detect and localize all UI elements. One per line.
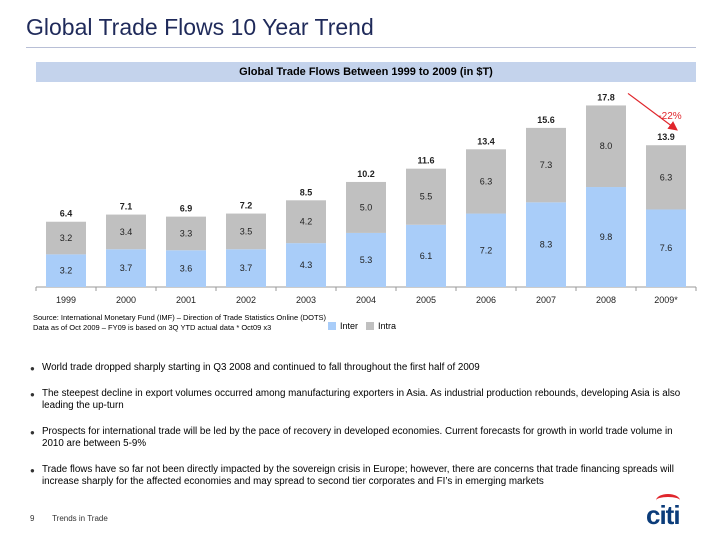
slide-title: Global Trade Flows 10 Year Trend — [26, 14, 374, 40]
data-label-inter: 7.6 — [660, 243, 673, 253]
bar-inter — [286, 243, 326, 287]
bar-inter — [466, 213, 506, 287]
footer: 9 Trends in Trade — [30, 514, 108, 523]
x-tick-label: 2007 — [536, 295, 556, 305]
data-label-intra: 5.0 — [360, 202, 373, 212]
data-label-inter: 5.3 — [360, 255, 373, 265]
stacked-bar-chart: 3.2 3.2 6.4 1999 3.7 3.4 7.1 2000 3.6 3.3 6.9 2001 3… — [35, 92, 697, 305]
legend-label-inter: Inter — [340, 321, 359, 331]
bullet-icon: ● — [30, 428, 35, 437]
data-label-total: 17.8 — [597, 92, 615, 102]
bullet-text: Prospects for international trade will b… — [42, 426, 673, 449]
x-tick-label: 2002 — [236, 295, 256, 305]
annotation-label: -22% — [658, 111, 681, 122]
data-label-total: 15.6 — [537, 115, 555, 125]
bar-intra — [526, 127, 566, 203]
bullet-icon: ● — [30, 466, 35, 475]
data-label-intra: 5.5 — [420, 192, 433, 202]
legend-label-intra: Intra — [378, 321, 397, 331]
data-label-intra: 3.3 — [180, 228, 193, 238]
bar-inter — [406, 224, 446, 287]
legend-swatch-inter — [328, 322, 336, 330]
source-line: Source: International Monetary Fund (IMF… — [33, 313, 327, 322]
bar-inter — [46, 254, 86, 287]
data-label-total: 10.2 — [357, 169, 375, 179]
chart-source: Source: International Monetary Fund (IMF… — [33, 313, 326, 333]
data-label-total: 13.4 — [477, 136, 495, 146]
bar-intra — [406, 168, 446, 225]
annotation-arrow — [627, 92, 678, 131]
data-label-total: 7.1 — [120, 202, 133, 212]
bullet-item: ● The steepest decline in export volumes … — [30, 388, 690, 412]
x-tick-label: 2001 — [176, 295, 196, 305]
bullet-item: ● Prospects for international trade will … — [30, 426, 690, 450]
bullet-list: ● World trade dropped sharply starting in… — [30, 362, 690, 502]
data-label-intra: 4.2 — [300, 217, 313, 227]
chart-legend: Inter Intra — [328, 321, 396, 331]
x-tick-label: 2005 — [416, 295, 436, 305]
bar-inter — [226, 249, 266, 287]
data-label-inter: 4.3 — [300, 260, 313, 270]
x-tick-label: 2000 — [116, 295, 136, 305]
data-label-inter: 3.7 — [120, 263, 133, 273]
logo-arc-icon — [656, 494, 680, 507]
data-label-total: 6.4 — [60, 209, 73, 219]
x-tick-label: 1999 — [56, 295, 76, 305]
bullet-text: World trade dropped sharply starting in … — [42, 362, 480, 373]
data-label-intra: 3.4 — [120, 227, 133, 237]
bullet-icon: ● — [30, 364, 35, 373]
data-label-intra: 6.3 — [480, 176, 493, 186]
bar-intra — [106, 214, 146, 250]
bullet-text: The steepest decline in export volumes o… — [42, 388, 681, 411]
footer-text: Trends in Trade — [52, 514, 108, 523]
data-label-inter: 9.8 — [600, 232, 613, 242]
data-label-intra: 3.5 — [240, 226, 253, 236]
chart-title: Global Trade Flows Between 1999 to 2009 … — [36, 62, 696, 82]
bar-inter — [166, 250, 206, 287]
data-label-total: 6.9 — [180, 204, 193, 214]
data-label-inter: 3.7 — [240, 263, 253, 273]
data-label-total: 13.9 — [657, 132, 675, 142]
bullet-text: Trade flows have so far not been directl… — [42, 464, 674, 487]
data-label-total: 11.6 — [417, 156, 434, 166]
bar-inter — [346, 232, 386, 287]
title-divider — [26, 47, 696, 48]
bar-intra — [286, 200, 326, 244]
data-label-total: 7.2 — [240, 201, 253, 211]
bar-inter — [586, 187, 626, 287]
bar-intra — [226, 213, 266, 250]
bar-inter — [646, 209, 686, 287]
source-line: Data as of Oct 2009 – FY09 is based on 3… — [33, 323, 272, 332]
bullet-icon: ● — [30, 390, 35, 399]
data-label-intra: 7.3 — [540, 160, 553, 170]
bar-intra — [346, 181, 386, 233]
bullet-item: ● Trade flows have so far not been direct… — [30, 464, 690, 488]
bar-intra — [586, 105, 626, 188]
x-tick-label: 2008 — [596, 295, 616, 305]
bar-intra — [46, 221, 86, 255]
x-tick-label: 2003 — [296, 295, 316, 305]
data-label-intra: 3.2 — [60, 233, 73, 243]
legend-swatch-intra — [366, 322, 375, 330]
data-label-inter: 8.3 — [540, 240, 553, 250]
x-tick-label: 2004 — [356, 295, 376, 305]
bar-inter — [106, 249, 146, 287]
data-label-intra: 6.3 — [660, 172, 673, 182]
data-label-inter: 7.2 — [480, 245, 493, 255]
bar-intra — [466, 149, 506, 214]
bar-intra — [166, 216, 206, 251]
bullet-item: ● World trade dropped sharply starting in… — [30, 362, 690, 374]
data-label-total: 8.5 — [300, 187, 313, 197]
data-label-inter: 6.1 — [420, 251, 433, 261]
page-number: 9 — [30, 514, 35, 523]
x-tick-label: 2006 — [476, 295, 496, 305]
data-label-inter: 3.2 — [60, 266, 73, 276]
bar-inter — [526, 202, 566, 287]
data-label-inter: 3.6 — [180, 264, 193, 274]
data-label-intra: 8.0 — [600, 141, 613, 151]
citi-logo: citi — [646, 494, 681, 531]
x-tick-label: 2009* — [654, 295, 678, 305]
bar-intra — [646, 145, 686, 210]
